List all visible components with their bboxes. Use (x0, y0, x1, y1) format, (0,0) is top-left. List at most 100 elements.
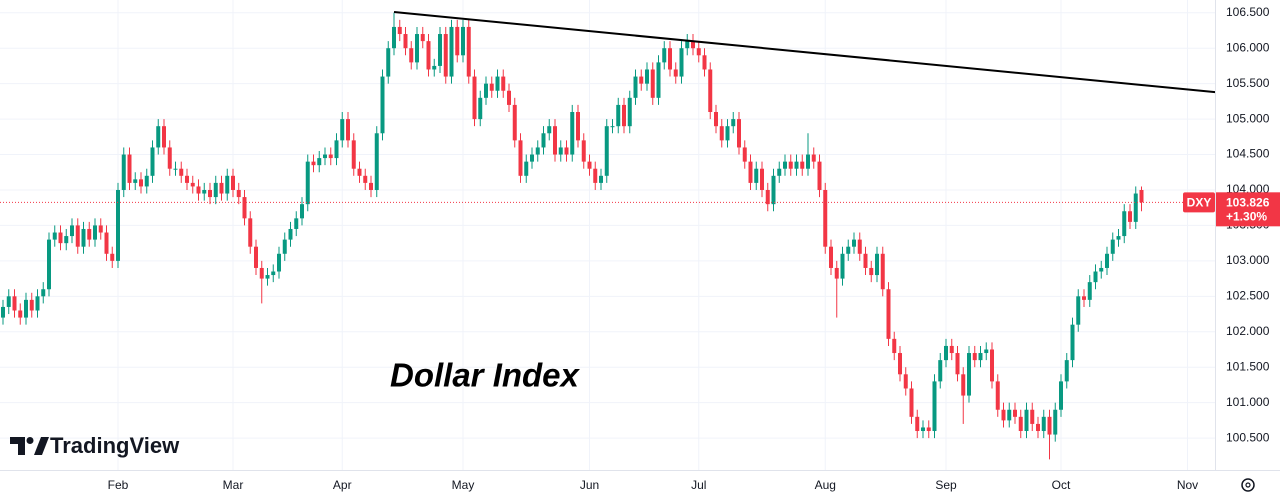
candle-body (967, 353, 971, 396)
candle-body (369, 182, 373, 190)
candle-body (662, 48, 667, 63)
candle-body (806, 154, 810, 169)
candle-body (236, 189, 241, 198)
candle-body (1030, 409, 1035, 424)
y-tick-label: 103.000 (1226, 253, 1270, 267)
candle-body (139, 179, 143, 187)
candle-body (708, 69, 713, 113)
candle-body (219, 182, 224, 194)
candle-body (323, 154, 327, 159)
candle-body (622, 104, 626, 127)
candle-body (1139, 189, 1144, 203)
candle-body (438, 34, 442, 66)
candle-body (47, 239, 51, 290)
candle-body (742, 147, 747, 162)
candle-body (1116, 236, 1121, 240)
candle-body (783, 161, 787, 169)
candle-body (127, 154, 132, 183)
candle-body (903, 374, 908, 389)
settings-icon[interactable] (1241, 478, 1255, 492)
candle-body (541, 133, 546, 148)
candle-body (150, 147, 155, 176)
symbol-tag (1183, 192, 1215, 213)
candle-body (484, 83, 488, 98)
candle-body (449, 26, 454, 77)
candle-body (288, 228, 293, 240)
x-tick-label: Oct (1052, 478, 1071, 492)
candle-body (242, 197, 247, 219)
candle-body (794, 161, 799, 169)
candle-body (765, 189, 770, 205)
candle-body (443, 34, 448, 77)
y-tick-label: 104.500 (1226, 147, 1270, 161)
candle-body (719, 126, 724, 141)
candle-body (1105, 253, 1109, 268)
candle-body (1133, 193, 1138, 222)
candle-body (29, 299, 34, 311)
candle-body (144, 175, 149, 187)
candle-body (1036, 423, 1040, 432)
candle-body (64, 236, 69, 244)
x-tick-label: Feb (108, 478, 129, 492)
settings-center[interactable] (1245, 482, 1251, 488)
candle-body (12, 296, 17, 311)
candle-body (656, 62, 661, 98)
candle-body (1070, 324, 1075, 361)
candle-body (760, 168, 764, 190)
candle-body (52, 232, 57, 240)
candle-body (944, 345, 948, 361)
candle-body (392, 26, 396, 49)
candles (1, 12, 1144, 460)
candle-body (564, 147, 569, 155)
candle-body (581, 140, 586, 162)
candle-body (984, 349, 989, 354)
candle-body (990, 349, 994, 382)
candle-body (512, 104, 517, 141)
candle-body (403, 34, 408, 49)
candle-body (317, 158, 322, 166)
candle-body (915, 416, 920, 432)
candle-body (1059, 381, 1063, 410)
candle-body (489, 83, 494, 91)
candle-body (691, 41, 695, 49)
candle-body (231, 175, 235, 190)
candle-body (932, 381, 937, 432)
settings-gear[interactable] (1241, 478, 1255, 492)
candle-body (604, 126, 609, 176)
candle-body (788, 161, 793, 169)
candle-body (978, 353, 983, 361)
price-tag (1216, 192, 1280, 227)
candle-body (196, 186, 201, 194)
logo-mark (10, 437, 25, 455)
candle-body (1110, 239, 1115, 254)
candle-body (696, 48, 701, 56)
price-label: 103.826 (1226, 195, 1270, 209)
candle-body (645, 69, 649, 84)
logo-dot (26, 437, 34, 444)
candle-body (1007, 409, 1012, 421)
x-tick-label: May (452, 478, 475, 492)
chart-title: Dollar Index (390, 357, 581, 394)
candle-body (702, 55, 707, 70)
candle-body (259, 267, 264, 279)
candle-body (725, 126, 730, 141)
candle-body (570, 112, 575, 155)
candle-body (817, 161, 822, 190)
x-tick-label: Mar (223, 478, 244, 492)
candle-body (955, 353, 960, 375)
candle-body (633, 76, 638, 98)
x-tick-label: Nov (1177, 478, 1198, 492)
candle-body (305, 161, 310, 205)
y-tick-label: 106.500 (1226, 5, 1270, 19)
candle-body (524, 161, 529, 176)
change-label: +1.30% (1226, 209, 1267, 223)
candle-body (70, 225, 74, 237)
candle-body (98, 225, 103, 233)
candle-body (811, 154, 816, 162)
candle-body (737, 119, 741, 148)
candle-body (961, 374, 966, 396)
candle-body (18, 310, 23, 318)
candle-body (777, 168, 782, 176)
candle-body (1093, 271, 1098, 283)
candle-body (167, 147, 172, 169)
